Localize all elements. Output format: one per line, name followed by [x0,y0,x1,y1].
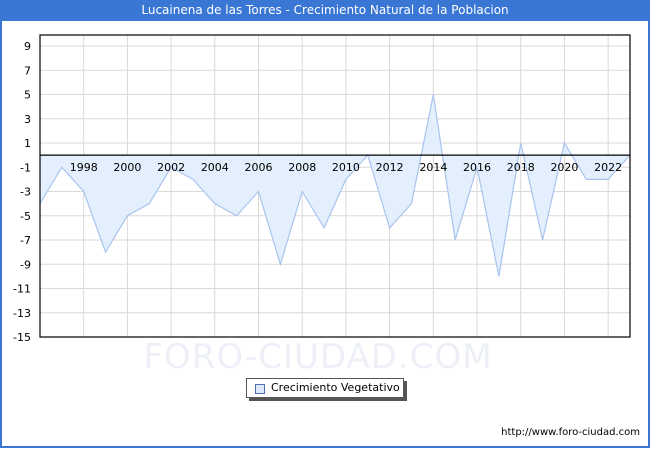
y-tick-label: -5 [20,210,31,223]
source-link[interactable]: http://www.foro-ciudad.com [501,427,640,438]
y-tick-label: 9 [24,40,31,53]
watermark: FORO-CIUDAD.COM [143,337,492,377]
legend-label: Crecimiento Vegetativo [271,381,400,394]
x-tick-label: 2020 [550,161,578,174]
y-tick-label: 3 [24,113,31,126]
y-tick-label: 1 [24,137,31,150]
chart-title: Lucainena de las Torres - Crecimiento Na… [0,0,650,21]
x-tick-label: 2002 [157,161,185,174]
y-tick-label: 5 [24,89,31,102]
y-tick-label: -13 [13,307,31,320]
x-tick-label: 2014 [419,161,447,174]
x-tick-label: 2000 [113,161,141,174]
legend: Crecimiento Vegetativo [246,378,404,398]
x-tick-label: 2006 [245,161,273,174]
y-tick-label: 7 [24,64,31,77]
y-tick-label: -11 [13,283,31,296]
y-tick-label: -9 [20,258,31,271]
area-fill [40,94,630,277]
series-line [39,94,631,277]
legend-swatch-icon [255,384,265,394]
y-tick-label: -3 [20,186,31,199]
x-tick-label: 2010 [332,161,360,174]
x-tick-label: 2004 [201,161,229,174]
y-tick-label: -15 [13,331,31,344]
plot-area-border [39,34,631,338]
x-tick-label: 2012 [376,161,404,174]
x-tick-label: 2016 [463,161,491,174]
y-tick-label: -7 [20,234,31,247]
y-tick-label: -1 [20,161,31,174]
x-tick-label: 2022 [594,161,622,174]
x-tick-label: 2008 [288,161,316,174]
x-tick-label: 1998 [70,161,98,174]
x-tick-label: 2018 [507,161,535,174]
